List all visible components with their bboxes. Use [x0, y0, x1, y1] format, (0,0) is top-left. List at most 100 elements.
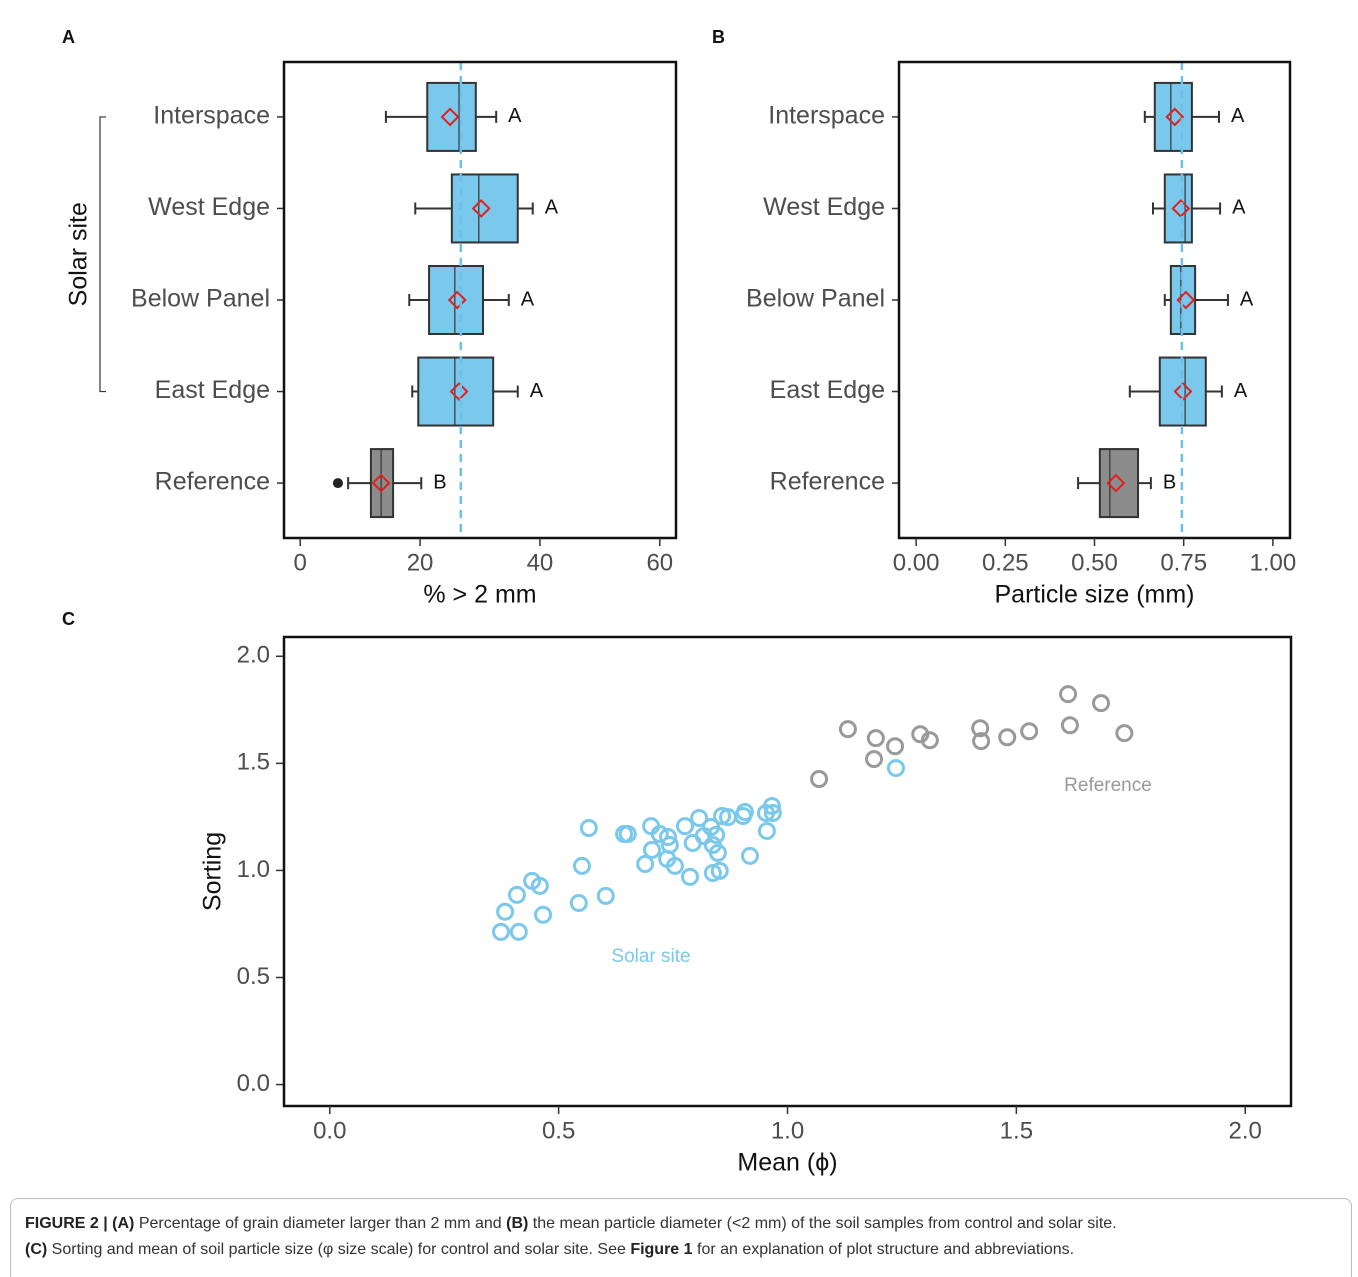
y-tick-label: Below Panel	[746, 285, 885, 313]
caption-part: Figure 1	[630, 1241, 693, 1258]
whisker-high	[482, 294, 510, 306]
x-tick-label: 60	[646, 549, 673, 576]
point	[596, 886, 615, 905]
x-tick-label: 0.5	[542, 1117, 575, 1144]
whisker-high	[1205, 385, 1223, 398]
x-tick-label: 0.50	[1071, 549, 1118, 576]
mean-marker	[1106, 473, 1126, 493]
x-tick-label: 1.00	[1250, 549, 1297, 576]
point	[998, 728, 1017, 747]
whisker-low	[1163, 294, 1171, 306]
box	[1098, 448, 1140, 519]
point	[509, 922, 528, 941]
whisker-high	[1138, 477, 1152, 490]
box	[428, 265, 484, 335]
whisker-high	[1191, 110, 1221, 123]
box	[450, 173, 519, 244]
whisker-low	[1152, 202, 1165, 215]
y-tick-label: 2.0	[237, 642, 270, 669]
whisker-high	[1195, 294, 1229, 306]
significance-letter: A	[1240, 288, 1254, 310]
whisker-high	[393, 477, 423, 490]
point	[920, 731, 939, 750]
mean-marker	[1165, 107, 1185, 127]
point	[534, 905, 553, 924]
mean-marker	[447, 290, 467, 310]
point	[707, 825, 726, 844]
x-tick-label: 1.0	[771, 1117, 804, 1144]
point	[681, 867, 700, 886]
point	[496, 902, 515, 921]
point	[735, 802, 754, 821]
x-axis-label: Particle size (mm)	[994, 581, 1194, 609]
whisker-low	[347, 477, 371, 490]
significance-letter: B	[433, 471, 446, 493]
whisker-low	[1143, 110, 1155, 123]
point	[708, 843, 727, 862]
point	[1092, 694, 1111, 713]
caption-part: Percentage of grain diameter larger than…	[134, 1215, 507, 1232]
y-tick-label: 0.0	[237, 1070, 270, 1097]
group-bracket	[99, 116, 106, 393]
caption-part: (C)	[25, 1241, 48, 1258]
point	[636, 855, 655, 874]
whisker-high	[1191, 202, 1222, 215]
significance-letter: A	[508, 105, 522, 127]
significance-letter: B	[1163, 471, 1176, 493]
y-tick-label: Reference	[770, 468, 885, 496]
point	[865, 750, 884, 769]
plot-frame	[282, 60, 678, 540]
point	[675, 817, 694, 836]
point	[491, 922, 510, 941]
panel-label: C	[62, 609, 75, 629]
y-axis-label: Sorting	[199, 832, 227, 911]
y-tick-label: East Edge	[770, 376, 885, 404]
point	[665, 856, 684, 875]
mean-marker	[440, 107, 460, 127]
point	[572, 856, 591, 875]
y-tick-label: West Edge	[763, 193, 885, 221]
y-tick-label: 1.5	[237, 749, 270, 776]
point	[530, 876, 549, 895]
whisker-low	[414, 202, 452, 215]
x-tick-label: 0.0	[313, 1117, 346, 1144]
panel-label: A	[62, 27, 75, 47]
point	[886, 737, 905, 756]
panel-label: B	[712, 27, 725, 47]
point	[650, 825, 669, 844]
caption-part: FIGURE 2 | (A)	[25, 1215, 135, 1232]
significance-letter: A	[545, 197, 559, 219]
whisker-high	[517, 202, 534, 215]
point	[569, 893, 588, 912]
point	[618, 825, 637, 844]
box	[426, 81, 477, 152]
x-tick-label: 40	[527, 549, 554, 576]
point	[659, 828, 678, 847]
caption-part: the mean particle diameter (<2 mm) of th…	[528, 1215, 1117, 1232]
point	[763, 804, 782, 823]
y-tick-label: 1.0	[237, 856, 270, 883]
y-tick-label: Reference	[155, 468, 270, 496]
x-tick-label: 0.75	[1160, 549, 1207, 576]
y-tick-label: Interspace	[153, 102, 270, 130]
mean-marker	[471, 199, 491, 218]
caption-part: Sorting and mean of soil particle size (…	[47, 1241, 631, 1258]
x-tick-label: 1.5	[1000, 1117, 1033, 1144]
box	[369, 448, 395, 519]
y-tick-label: West Edge	[148, 193, 270, 221]
point	[810, 769, 829, 788]
whisker-high	[493, 385, 519, 398]
box	[417, 356, 495, 427]
x-tick-label: 2.0	[1229, 1117, 1262, 1144]
point	[971, 719, 990, 738]
x-tick-label: 20	[407, 549, 434, 576]
series-label: Solar site	[611, 946, 690, 967]
chart-area: A Interspace West Edge Below Panel East Edge…	[62, 27, 1297, 1177]
x-tick-label: 0	[294, 549, 307, 576]
series-label: Reference	[1064, 775, 1152, 796]
point	[507, 885, 526, 904]
point	[762, 796, 781, 815]
point	[643, 840, 662, 859]
whisker-low	[1128, 385, 1160, 398]
